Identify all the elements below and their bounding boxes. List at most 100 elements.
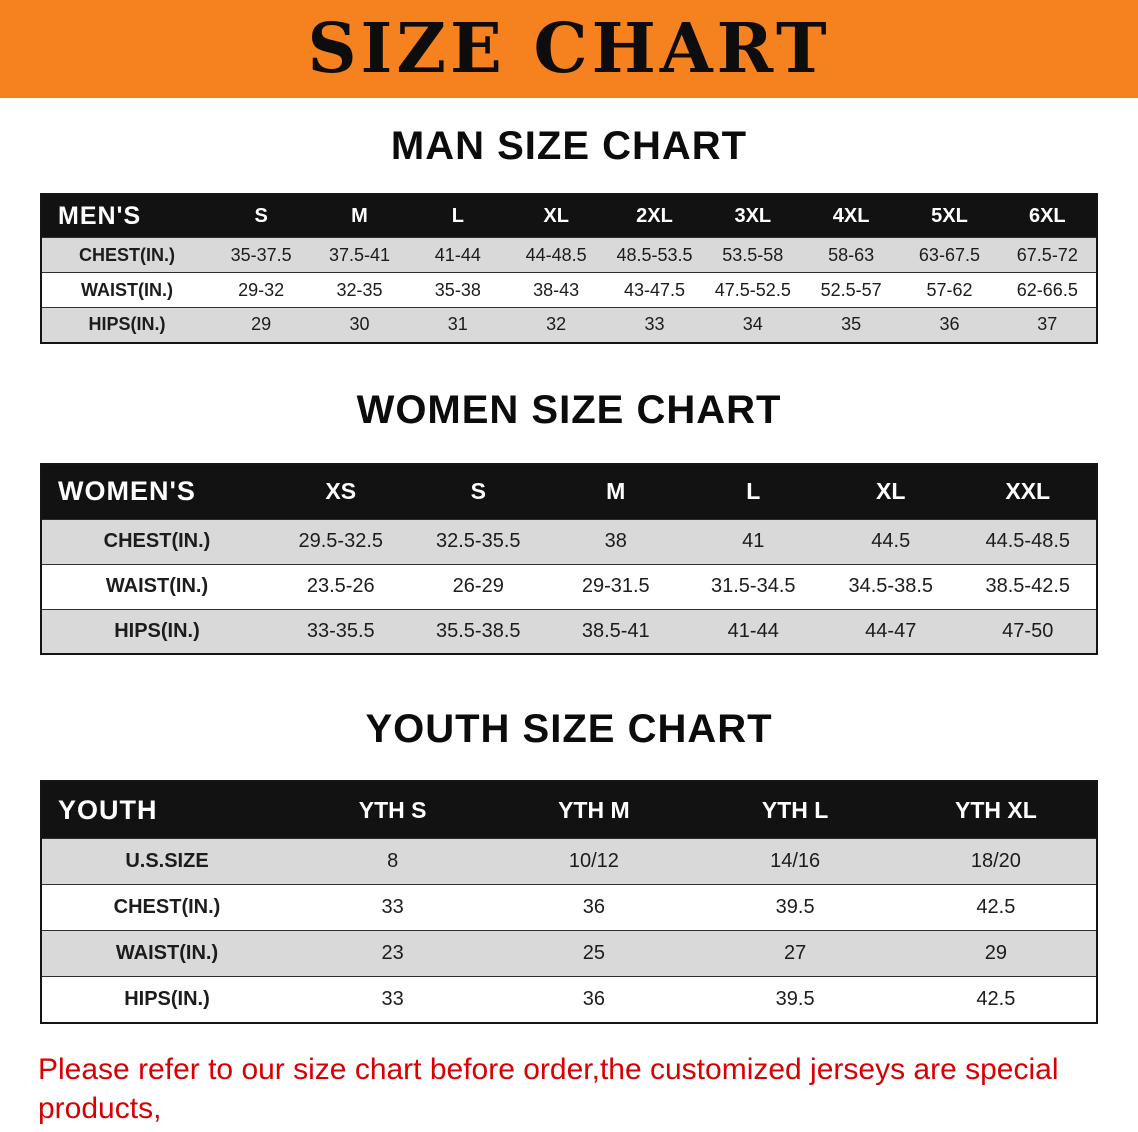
size-column-header: S — [212, 193, 311, 238]
size-value-cell: 35-38 — [408, 272, 507, 308]
size-value-cell: 38-43 — [506, 272, 606, 308]
size-value-cell: 32-35 — [310, 272, 409, 308]
size-value-cell: 44-48.5 — [506, 237, 606, 273]
order-notice-line-1: Please refer to our size chart before or… — [38, 1052, 1059, 1126]
youth-size-heading: YOUTH SIZE CHART — [365, 707, 773, 751]
size-value-cell: 67.5-72 — [998, 237, 1097, 273]
size-value-cell: 33-35.5 — [272, 608, 410, 655]
size-column-header: 2XL — [605, 193, 704, 238]
men-size-table: MEN'S S M L XL 2XL 3XL 4XL 5XL 6XL CHEST(IN.) 35-37… — [40, 193, 1098, 344]
size-column-header: 3XL — [703, 193, 802, 238]
size-value-cell: 44.5-48.5 — [959, 518, 1097, 565]
row-label: CHEST(IN.) — [41, 237, 212, 273]
size-value-cell: 31.5-34.5 — [684, 563, 822, 610]
size-value-cell: 25 — [493, 930, 695, 977]
size-column-header: YTH M — [493, 780, 695, 839]
measurement-row: U.S.SIZE 8 10/12 14/16 18/20 — [41, 838, 1097, 885]
header-row: YOUTH YTH S YTH M YTH L YTH XL — [41, 780, 1097, 839]
size-value-cell: 37.5-41 — [310, 237, 409, 273]
size-value-cell: 29-32 — [212, 272, 311, 308]
size-column-header: L — [408, 193, 507, 238]
measurement-row: WAIST(IN.) 23 25 27 29 — [41, 930, 1097, 977]
youth-size-table: YOUTH YTH S YTH M YTH L YTH XL U.S.SIZE 8 10/12… — [40, 780, 1098, 1024]
size-value-cell: 47.5-52.5 — [703, 272, 802, 308]
size-value-cell: 23.5-26 — [272, 563, 410, 610]
size-column-header: XXL — [959, 463, 1097, 520]
size-value-cell: 42.5 — [895, 884, 1097, 931]
row-label: WAIST(IN.) — [41, 272, 212, 308]
size-value-cell: 34.5-38.5 — [822, 563, 960, 610]
table-title-cell: WOMEN'S — [41, 463, 272, 520]
size-value-cell: 18/20 — [895, 838, 1097, 885]
size-value-cell: 41-44 — [408, 237, 507, 273]
size-value-cell: 38 — [547, 518, 685, 565]
men-size-heading: MAN SIZE CHART — [390, 124, 748, 168]
size-value-cell: 29.5-32.5 — [272, 518, 410, 565]
banner: SIZE CHART — [0, 0, 1138, 98]
size-value-cell: 47-50 — [959, 608, 1097, 655]
size-value-cell: 31 — [408, 307, 507, 343]
size-value-cell: 41 — [684, 518, 822, 565]
women-size-heading: WOMEN SIZE CHART — [356, 387, 782, 432]
size-value-cell: 36 — [493, 976, 695, 1023]
size-column-header: YTH L — [694, 780, 896, 839]
measurement-row: CHEST(IN.) 29.5-32.5 32.5-35.5 38 41 44.5 44.5… — [41, 518, 1097, 565]
size-value-cell: 14/16 — [694, 838, 896, 885]
size-column-header: XL — [822, 463, 960, 520]
header-row: MEN'S S M L XL 2XL 3XL 4XL 5XL 6XL — [41, 193, 1097, 238]
women-size-table: WOMEN'S XS S M L XL XXL CHEST(IN.) 29.5-32.5 32.5… — [40, 462, 1098, 655]
size-value-cell: 52.5-57 — [801, 272, 901, 308]
size-column-header: XS — [272, 463, 410, 520]
size-value-cell: 35 — [801, 307, 901, 343]
size-value-cell: 8 — [292, 838, 494, 885]
row-label: WAIST(IN.) — [41, 930, 292, 977]
measurement-row: HIPS(IN.) 33 36 39.5 42.5 — [41, 976, 1097, 1023]
row-label: HIPS(IN.) — [41, 307, 212, 343]
size-value-cell: 36 — [900, 307, 999, 343]
women-size-section: WOMEN SIZE CHART WOMEN'S XS S M L XL XXL CHEST(… — [0, 387, 1138, 655]
size-value-cell: 43-47.5 — [605, 272, 704, 308]
header-row: WOMEN'S XS S M L XL XXL — [41, 463, 1097, 520]
size-value-cell: 38.5-42.5 — [959, 563, 1097, 610]
size-value-cell: 32 — [506, 307, 606, 343]
youth-size-section: YOUTH SIZE CHART YOUTH YTH S YTH M YTH L YTH… — [0, 707, 1138, 1024]
size-value-cell: 63-67.5 — [900, 237, 999, 273]
size-value-cell: 53.5-58 — [703, 237, 802, 273]
size-column-header: 6XL — [998, 193, 1097, 238]
measurement-row: HIPS(IN.) 33-35.5 35.5-38.5 38.5-41 41-44 44-… — [41, 608, 1097, 655]
size-column-header: M — [547, 463, 685, 520]
row-label: U.S.SIZE — [41, 838, 292, 885]
size-value-cell: 29 — [895, 930, 1097, 977]
measurement-row: CHEST(IN.) 35-37.5 37.5-41 41-44 44-48.5 48.5… — [41, 237, 1097, 273]
size-value-cell: 29 — [212, 307, 311, 343]
size-value-cell: 33 — [292, 976, 494, 1023]
size-value-cell: 34 — [703, 307, 802, 343]
size-value-cell: 44.5 — [822, 518, 960, 565]
size-column-header: M — [310, 193, 409, 238]
size-value-cell: 33 — [292, 884, 494, 931]
row-label: HIPS(IN.) — [41, 608, 272, 655]
size-column-header: L — [684, 463, 822, 520]
size-value-cell: 44-47 — [822, 608, 960, 655]
size-column-header: YTH XL — [895, 780, 1097, 839]
size-value-cell: 57-62 — [900, 272, 999, 308]
table-title-cell: YOUTH — [41, 780, 292, 839]
size-value-cell: 30 — [310, 307, 409, 343]
size-value-cell: 39.5 — [694, 884, 896, 931]
size-column-header: 4XL — [801, 193, 901, 238]
size-value-cell: 58-63 — [801, 237, 901, 273]
size-value-cell: 62-66.5 — [998, 272, 1097, 308]
size-column-header: YTH S — [292, 780, 494, 839]
size-value-cell: 32.5-35.5 — [409, 518, 547, 565]
size-value-cell: 23 — [292, 930, 494, 977]
size-value-cell: 29-31.5 — [547, 563, 685, 610]
page-title: SIZE CHART — [307, 9, 831, 89]
measurement-row: WAIST(IN.) 23.5-26 26-29 29-31.5 31.5-34.5 34… — [41, 563, 1097, 610]
size-value-cell: 39.5 — [694, 976, 896, 1023]
size-value-cell: 37 — [998, 307, 1097, 343]
row-label: CHEST(IN.) — [41, 518, 272, 565]
order-notice: Please refer to our size chart before or… — [38, 1050, 1100, 1132]
row-label: HIPS(IN.) — [41, 976, 292, 1023]
size-value-cell: 33 — [605, 307, 704, 343]
row-label: WAIST(IN.) — [41, 563, 272, 610]
